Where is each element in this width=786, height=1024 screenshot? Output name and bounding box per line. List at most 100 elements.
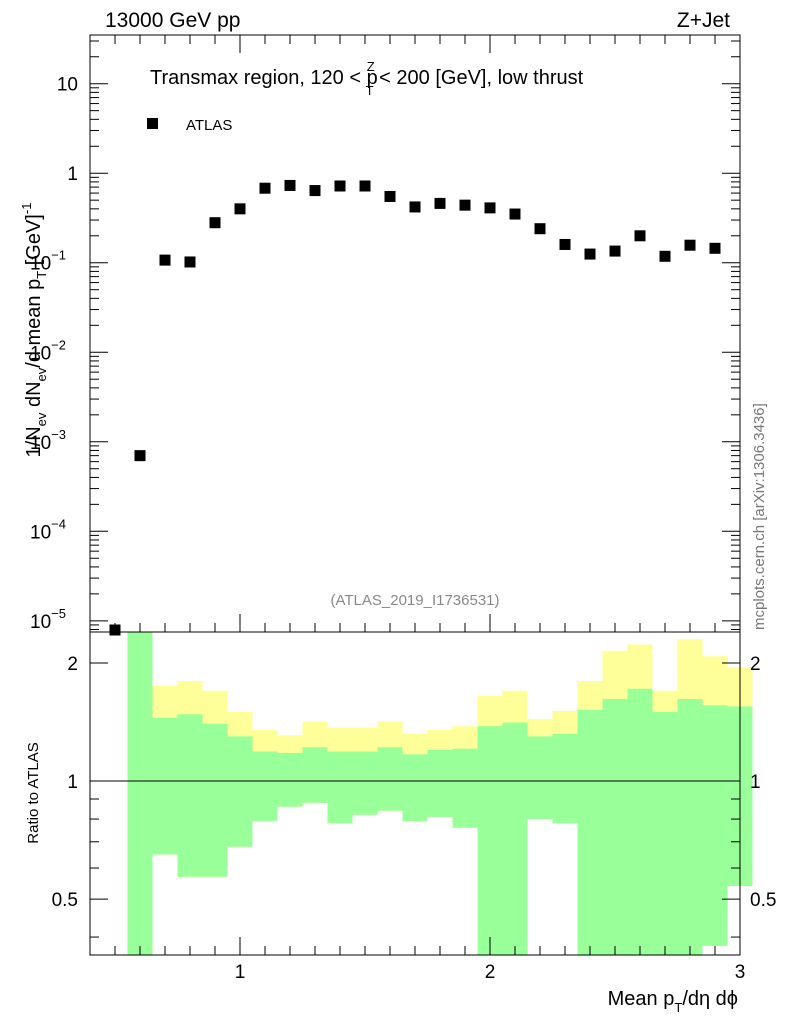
stat-band-bin-7 [302, 747, 328, 803]
stat-band-bin-4 [227, 736, 253, 847]
ytick-base: 10 [57, 75, 78, 96]
legend-label-atlas: ATLAS [186, 117, 232, 134]
plot-title-pre: Transmax region, 120 < p [150, 67, 378, 89]
stat-band-bin-16 [527, 736, 553, 820]
stat-band-bin-23 [702, 705, 728, 946]
ratio-ytick-label-left-2: 0.5 [52, 890, 78, 911]
ratio-bands [127, 632, 753, 955]
data-point-20 [609, 245, 621, 257]
stat-band-bin-6 [277, 752, 303, 807]
watermark: mcplots.cern.ch [arXiv:1306.3436] [751, 403, 768, 630]
data-point-18 [559, 238, 571, 250]
data-point-3 [184, 256, 196, 268]
stat-band-bin-1 [152, 717, 178, 855]
ytick-exp: −5 [51, 606, 66, 621]
ytick-base: 10 [30, 343, 51, 364]
ytick-base: 10 [30, 522, 51, 543]
data-point-8 [309, 185, 321, 197]
ratio-ytick-label-left-0: 2 [67, 654, 78, 675]
main-ytick-label-3: 10−2 [30, 337, 66, 364]
data-point-15 [484, 202, 496, 214]
stat-band-bin-15 [502, 722, 528, 955]
stat-band-bin-10 [377, 747, 403, 811]
ylabel-g: [GeV] [23, 214, 45, 271]
ytick-exp: −4 [51, 516, 66, 531]
data-point-4 [209, 217, 221, 229]
stat-band-bin-9 [352, 751, 378, 815]
data-point-5 [234, 203, 246, 215]
plot-title: Transmax region, 120 < pZ T < 200 [GeV], … [150, 59, 584, 98]
stat-band-bin-12 [427, 750, 453, 817]
data-point-11 [384, 190, 396, 202]
ylabel-h: -1 [19, 203, 34, 215]
main-ytick-label-2: 10−1 [30, 248, 66, 275]
ratio-ytick-label-right-2: 0.5 [750, 890, 776, 911]
data-point-0 [109, 624, 121, 636]
main-ytick-label-0: 10 [57, 75, 78, 96]
ratio-ytick-label-right-0: 2 [750, 654, 761, 675]
main-x-ticks [114, 35, 741, 632]
data-point-22 [659, 250, 671, 262]
data-point-17 [534, 223, 546, 235]
ratio-y-axis-label: Ratio to ATLAS [25, 742, 42, 843]
plot-title-sup: Z [367, 59, 375, 74]
stat-band-bin-19 [602, 698, 628, 955]
ytick-base: 1 [67, 164, 78, 185]
ratio-x-axis: 1 2 3 [114, 937, 745, 983]
ratio-xtick-label-0: 1 [235, 962, 246, 983]
legend-marker-atlas [147, 118, 158, 129]
data-point-10 [359, 180, 371, 192]
stat-band-bin-21 [652, 712, 678, 955]
stat-band-bin-20 [627, 688, 653, 955]
plot-title-sub: T [366, 83, 374, 98]
stat-band-bin-14 [477, 726, 503, 955]
ytick-base: 10 [30, 612, 51, 633]
data-point-9 [334, 180, 346, 192]
stat-band-bin-3 [202, 723, 228, 877]
data-point-21 [634, 230, 646, 242]
data-point-23 [684, 239, 696, 251]
ylabel-b: ev [34, 412, 49, 426]
data-point-13 [434, 197, 446, 209]
analysis-reference: (ATLAS_2019_I1736531) [330, 592, 499, 609]
main-y-axis-label: 1/Nev dNev/d mean pT [GeV]-1 [19, 203, 49, 458]
stat-band-bin-11 [402, 754, 428, 822]
data-point-6 [259, 182, 271, 194]
stat-band-bin-13 [452, 748, 478, 828]
data-point-19 [584, 248, 596, 260]
process-label: Z+Jet [677, 9, 730, 32]
stat-band-bin-0 [127, 632, 153, 955]
ytick-exp: −3 [51, 427, 66, 442]
ytick-exp: −2 [51, 337, 66, 352]
x-axis-label: Mean pT/dη dϕ [608, 988, 738, 1015]
main-ytick-label-4: 10−3 [30, 427, 66, 454]
stat-band-bin-5 [252, 751, 278, 822]
stat-band-bin-2 [177, 714, 203, 877]
data-point-1 [134, 450, 146, 462]
stat-band-bin-17 [552, 733, 578, 824]
ratio-ytick-label-right-1: 1 [750, 772, 761, 793]
ylabel-a: 1/N [23, 426, 45, 457]
data-point-7 [284, 179, 296, 191]
ylabel-c: dN [23, 381, 45, 412]
xlabel-c: /dη dϕ [682, 988, 738, 1010]
ytick-exp: −1 [51, 248, 66, 263]
ratio-xtick-label-1: 2 [485, 962, 496, 983]
xlabel-b: T [674, 1000, 682, 1015]
energy-label: 13000 GeV pp [105, 9, 240, 32]
stat-band-bin-22 [677, 698, 703, 955]
main-ytick-label-5: 10−4 [30, 516, 66, 543]
stat-band-bin-8 [327, 751, 353, 824]
data-point-12 [409, 201, 421, 213]
data-point-16 [509, 208, 521, 220]
data-point-2 [159, 254, 171, 266]
ytick-base: 10 [30, 254, 51, 275]
stat-band-bin-18 [577, 709, 603, 955]
ylabel-e: /d mean p [23, 279, 45, 368]
main-ytick-label-1: 1 [67, 164, 78, 185]
main-ytick-label-6: 10−5 [30, 606, 66, 633]
xlabel-a: Mean p [608, 988, 675, 1010]
ylabel-f: T [34, 271, 49, 279]
